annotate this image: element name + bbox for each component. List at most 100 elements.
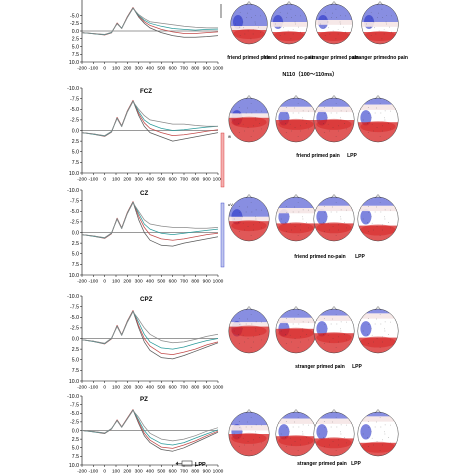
x-tick-label: 600 bbox=[169, 177, 177, 183]
x-tick-label: 1000 bbox=[213, 385, 224, 391]
x-tick-label: 300 bbox=[135, 66, 143, 72]
colorbar-blue-tick: uV bbox=[228, 202, 233, 207]
y-tick-label: -5.0 bbox=[70, 107, 79, 113]
y-tick-label: 10.0 bbox=[69, 463, 79, 469]
x-tick-label: 500 bbox=[157, 66, 165, 72]
x-tick-label: -100 bbox=[89, 469, 99, 474]
x-tick-label: 400 bbox=[146, 385, 154, 391]
x-tick-label: 0 bbox=[103, 385, 106, 391]
x-tick-label: 300 bbox=[135, 385, 143, 391]
topo-map bbox=[228, 194, 270, 242]
topo-header-label-4: stranger primedno pain bbox=[352, 55, 408, 61]
y-tick-label: -2.5 bbox=[70, 220, 79, 226]
x-tick-label: 300 bbox=[135, 469, 143, 474]
y-tick-label: 5.0 bbox=[72, 446, 79, 452]
x-tick-label: 700 bbox=[180, 66, 188, 72]
x-tick-label: -200 bbox=[77, 279, 87, 285]
erp-waveform-series-4 bbox=[81, 311, 219, 344]
y-tick-label: -10.0 bbox=[67, 394, 79, 400]
topo-map bbox=[313, 194, 355, 242]
y-tick-label: -2.5 bbox=[70, 118, 79, 124]
x-tick-label: 200 bbox=[123, 177, 131, 183]
erp-panel-3: -10.0 -7.5 -5.0 -2.5 0.0 2.5 5.0 7.5 10.0-200 -10… bbox=[67, 188, 223, 285]
x-tick-label: 0 bbox=[103, 177, 106, 183]
y-tick-label: 7.5 bbox=[72, 262, 79, 268]
x-tick-label: -100 bbox=[89, 385, 99, 391]
erp-waveform-series-4 bbox=[81, 8, 218, 35]
erp-waveform-series-4 bbox=[81, 101, 218, 136]
y-tick-label: -2.5 bbox=[70, 326, 79, 332]
x-tick-label: 500 bbox=[157, 177, 165, 183]
topo-map bbox=[275, 306, 317, 354]
y-tick-label: -7.5 bbox=[70, 304, 79, 310]
erp-waveform-series-4 bbox=[81, 410, 219, 442]
x-tick-label: 100 bbox=[112, 385, 120, 391]
y-tick-label: 0.0 bbox=[72, 428, 79, 434]
topo-header-label-3: stranger primed pain bbox=[309, 55, 359, 61]
topo-map bbox=[313, 306, 355, 354]
x-tick-label: -100 bbox=[89, 177, 99, 183]
erp-panels: -5.0-2.50.02.55.07.510.0-200 -100 0 100 200 3… bbox=[67, 0, 224, 474]
y-tick-label: 7.5 bbox=[72, 454, 79, 460]
x-tick-label: 900 bbox=[203, 66, 211, 72]
x-tick-label: 400 bbox=[146, 279, 154, 285]
y-tick-label: 2.5 bbox=[72, 437, 79, 443]
x-tick-label: 0 bbox=[103, 66, 106, 72]
legend-arrow-label: LPP bbox=[195, 462, 206, 468]
x-tick-label: 700 bbox=[180, 385, 188, 391]
topo-header-label-1: friend primed pain bbox=[227, 55, 271, 61]
topo-row-2-component: LPP bbox=[347, 153, 357, 159]
topo-map bbox=[230, 1, 268, 45]
x-tick-label: 300 bbox=[135, 279, 143, 285]
y-tick-label: -5.0 bbox=[70, 209, 79, 215]
y-tick-label: 7.5 bbox=[72, 52, 79, 58]
x-tick-label: 900 bbox=[203, 177, 211, 183]
x-tick-label: 600 bbox=[169, 279, 177, 285]
erp-waveform-series-2 bbox=[81, 310, 219, 355]
x-tick-label: 800 bbox=[191, 279, 199, 285]
y-tick-label: 7.5 bbox=[72, 368, 79, 374]
topo-map bbox=[357, 306, 399, 354]
topo-map bbox=[361, 1, 399, 45]
y-tick-label: 5.0 bbox=[72, 150, 79, 156]
y-tick-label: -7.5 bbox=[70, 198, 79, 204]
topo-map bbox=[228, 409, 270, 457]
x-tick-label: 1000 bbox=[213, 469, 224, 474]
erp-waveform-series-1 bbox=[81, 7, 219, 38]
x-tick-label: 700 bbox=[180, 177, 188, 183]
y-tick-label: 0.0 bbox=[72, 29, 79, 35]
y-tick-label: -10.0 bbox=[67, 188, 79, 194]
y-tick-label: -2.5 bbox=[70, 420, 79, 426]
channel-label: PZ bbox=[140, 396, 148, 403]
topo-map bbox=[228, 95, 270, 143]
x-tick-label: 100 bbox=[112, 66, 120, 72]
y-tick-label: 2.5 bbox=[72, 347, 79, 353]
y-tick-label: 0.0 bbox=[72, 336, 79, 342]
topo-map bbox=[357, 95, 399, 143]
y-tick-label: 2.5 bbox=[72, 241, 79, 247]
y-tick-label: -10.0 bbox=[67, 86, 79, 92]
channel-label: FCZ bbox=[140, 88, 152, 95]
channel-label: CPZ bbox=[140, 296, 153, 303]
topo-map bbox=[228, 306, 270, 354]
x-tick-label: 500 bbox=[157, 469, 165, 474]
annotations: friend primed pain friend primed no-pain… bbox=[175, 55, 408, 468]
x-tick-label: 100 bbox=[112, 279, 120, 285]
y-tick-label: 2.5 bbox=[72, 139, 79, 145]
y-tick-label: -7.5 bbox=[70, 96, 79, 102]
x-tick-label: 400 bbox=[146, 66, 154, 72]
topo-map bbox=[313, 95, 355, 143]
x-tick-label: 1000 bbox=[213, 66, 224, 72]
x-tick-label: 700 bbox=[180, 469, 188, 474]
y-tick-label: -5.0 bbox=[70, 13, 79, 19]
x-tick-label: 400 bbox=[146, 177, 154, 183]
x-tick-label: 500 bbox=[157, 279, 165, 285]
y-tick-label: -5.0 bbox=[70, 315, 79, 321]
colorbar-blue bbox=[220, 202, 225, 268]
topo-map bbox=[275, 409, 317, 457]
y-tick-label: 7.5 bbox=[72, 160, 79, 166]
x-tick-label: 900 bbox=[203, 279, 211, 285]
erp-panel-2: -10.0 -7.5 -5.0 -2.5 0.0 2.5 5.0 7.5 10.0-200 -10… bbox=[67, 86, 223, 183]
x-tick-label: 100 bbox=[112, 177, 120, 183]
erp-waveform-series-2 bbox=[81, 201, 219, 241]
